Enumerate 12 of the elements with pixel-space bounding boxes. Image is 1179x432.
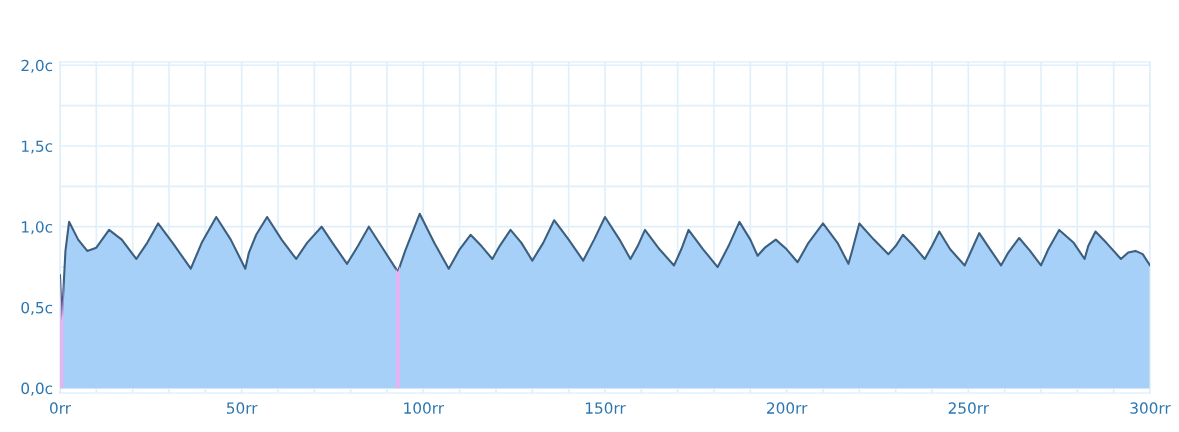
x-tick-label: 100rr — [404, 402, 445, 414]
x-tick-label: 300rr — [1130, 402, 1171, 414]
x-tick-label: 50rr — [226, 402, 258, 414]
x-tick-label: 250rr — [948, 402, 990, 414]
x-tick-label: 150rr — [585, 402, 626, 414]
y-tick-label: 1,0c — [22, 221, 53, 235]
x-tick-label: 200rr — [767, 402, 808, 414]
y-tick-label: 1,5c — [22, 140, 53, 154]
y-tick-label: 2,0c — [21, 59, 53, 73]
y-tick-label: 0,5c — [21, 301, 53, 315]
x-tick-label: 0rr — [50, 402, 72, 414]
y-tick-label: 0,0c — [21, 382, 53, 396]
